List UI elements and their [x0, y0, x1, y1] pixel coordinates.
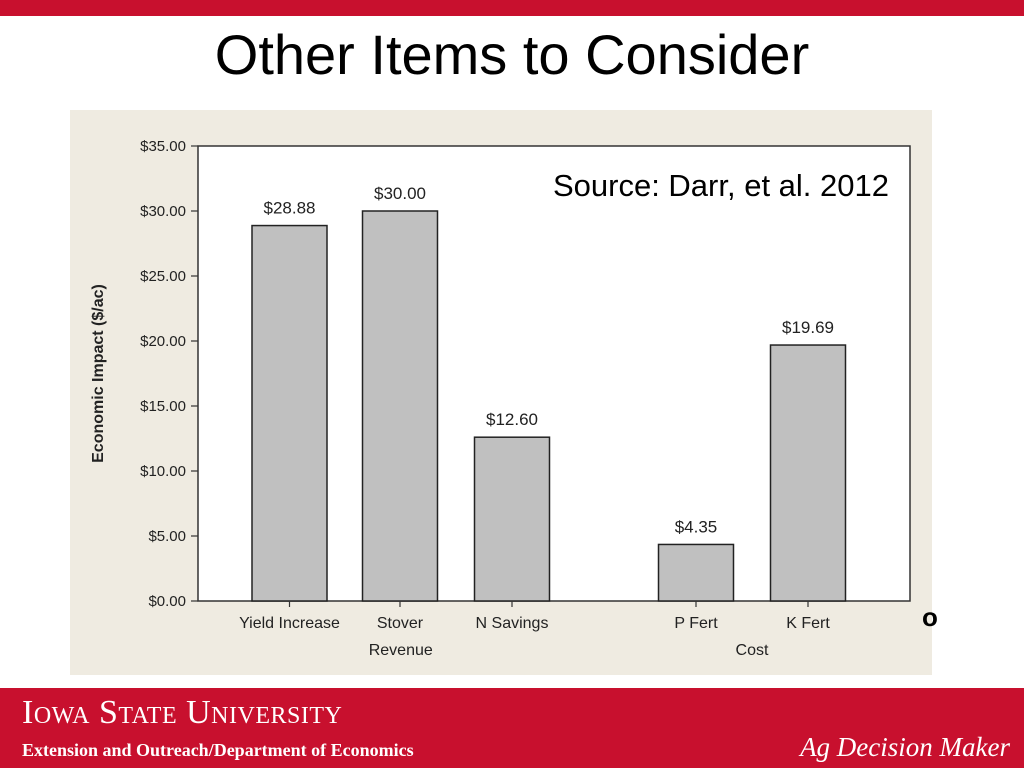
department-name: Extension and Outreach/Department of Eco… — [22, 740, 414, 760]
group-label: Revenue — [369, 642, 433, 659]
bar — [251, 224, 328, 602]
chart-panel: $0.00 $5.00 $10.00 $15.00 $20.00 $25.00 $30.00… — [70, 110, 932, 675]
y-tick-label: $10.00 — [140, 463, 186, 480]
bar — [473, 436, 551, 602]
bar — [361, 210, 439, 602]
y-tick-label: $30.00 — [140, 203, 186, 220]
group-label: Cost — [736, 642, 769, 659]
data-label: $12.60 — [486, 410, 538, 429]
y-tick-label: $35.00 — [140, 138, 186, 155]
data-label: $4.35 — [675, 517, 718, 536]
data-label: $19.69 — [782, 318, 834, 337]
stray-mark: o — [922, 602, 938, 632]
data-label: $28.88 — [264, 199, 316, 218]
x-tick-label: Yield Increase — [239, 615, 340, 632]
y-axis-label: Economic Impact ($/ac) — [90, 284, 107, 463]
bar — [657, 543, 735, 602]
x-tick-label: Stover — [377, 615, 424, 632]
slide-title: Other Items to Consider — [214, 23, 810, 86]
x-tick-label: K Fert — [786, 615, 830, 632]
y-tick-label: $15.00 — [140, 398, 186, 415]
bar — [769, 344, 847, 602]
footer-bar: Iowa State University Extension and Outr… — [0, 688, 1024, 768]
y-tick-label: $0.00 — [148, 593, 186, 610]
university-name: Iowa State University — [22, 694, 343, 731]
source-citation: Source: Darr, et al. 2012 — [553, 168, 889, 203]
x-tick-label: N Savings — [476, 615, 549, 632]
y-tick-label: $20.00 — [140, 333, 186, 350]
x-tick-label: P Fert — [674, 615, 718, 632]
bar-chart: $0.00 $5.00 $10.00 $15.00 $20.00 $25.00 $30.00… — [90, 138, 911, 659]
top-accent-bar — [0, 0, 1024, 16]
y-tick-label: $5.00 — [148, 528, 186, 545]
y-tick-label: $25.00 — [140, 268, 186, 285]
tagline: Ag Decision Maker — [800, 732, 1010, 762]
data-label: $30.00 — [374, 184, 426, 203]
